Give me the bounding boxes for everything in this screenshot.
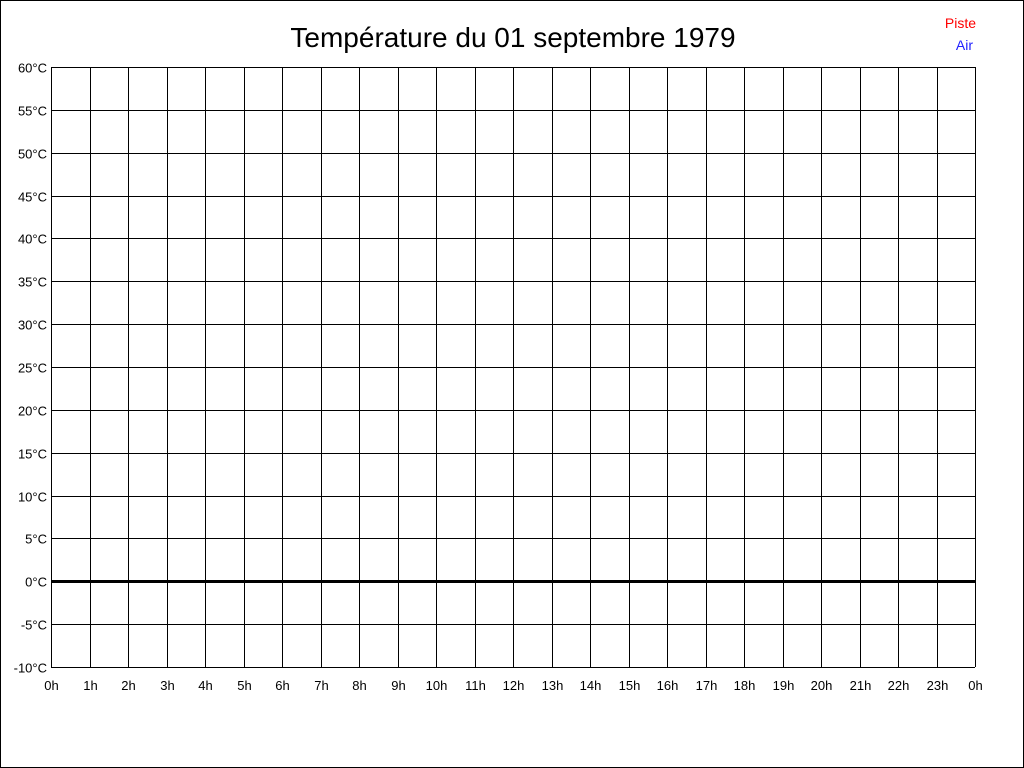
y-tick-label: 60°C xyxy=(18,61,47,76)
x-tick-label: 0h xyxy=(968,678,982,693)
chart-title: Température du 01 septembre 1979 xyxy=(290,22,735,53)
x-tick-label: 13h xyxy=(542,678,564,693)
x-tick-label: 12h xyxy=(503,678,525,693)
y-tick-label: 55°C xyxy=(18,104,47,119)
x-tick-label: 20h xyxy=(811,678,833,693)
y-tick-label: 20°C xyxy=(18,404,47,419)
x-tick-label: 8h xyxy=(352,678,366,693)
x-tick-label: 22h xyxy=(888,678,910,693)
y-tick-label: 5°C xyxy=(25,532,47,547)
x-tick-label: 11h xyxy=(465,678,486,693)
y-tick-label: 35°C xyxy=(18,275,47,290)
x-tick-label: 15h xyxy=(619,678,641,693)
x-tick-label: 6h xyxy=(275,678,289,693)
x-tick-label: 1h xyxy=(83,678,97,693)
x-tick-label: 9h xyxy=(391,678,405,693)
x-tick-label: 5h xyxy=(237,678,251,693)
grid xyxy=(51,67,976,668)
y-tick-label: 10°C xyxy=(18,490,47,505)
x-tick-label: 14h xyxy=(580,678,602,693)
y-tick-label: 15°C xyxy=(18,447,47,462)
y-tick-label: 50°C xyxy=(18,147,47,162)
x-tick-label: 23h xyxy=(927,678,949,693)
x-tick-label: 3h xyxy=(160,678,174,693)
legend-air: Air xyxy=(956,37,973,53)
x-tick-label: 4h xyxy=(198,678,212,693)
legend-piste: Piste xyxy=(945,15,976,31)
y-tick-label: 40°C xyxy=(18,232,47,247)
x-tick-label: 19h xyxy=(773,678,795,693)
y-tick-label: -10°C xyxy=(14,661,47,676)
y-tick-label: 30°C xyxy=(18,318,47,333)
axis-labels: 60°C 55°C 50°C 45°C 40°C 35°C 30°C 25°C 20°C 15°C… xyxy=(14,61,983,694)
x-tick-label: 2h xyxy=(121,678,135,693)
y-tick-label: 0°C xyxy=(25,575,47,590)
x-tick-label: 18h xyxy=(734,678,756,693)
y-tick-label: 25°C xyxy=(18,361,47,376)
x-tick-label: 16h xyxy=(657,678,679,693)
x-tick-label: 7h xyxy=(314,678,328,693)
x-tick-label: 0h xyxy=(44,678,58,693)
x-tick-label: 10h xyxy=(426,678,448,693)
x-tick-label: 21h xyxy=(850,678,872,693)
y-tick-label: -5°C xyxy=(21,618,47,633)
x-tick-label: 17h xyxy=(696,678,718,693)
y-tick-label: 45°C xyxy=(18,190,47,205)
